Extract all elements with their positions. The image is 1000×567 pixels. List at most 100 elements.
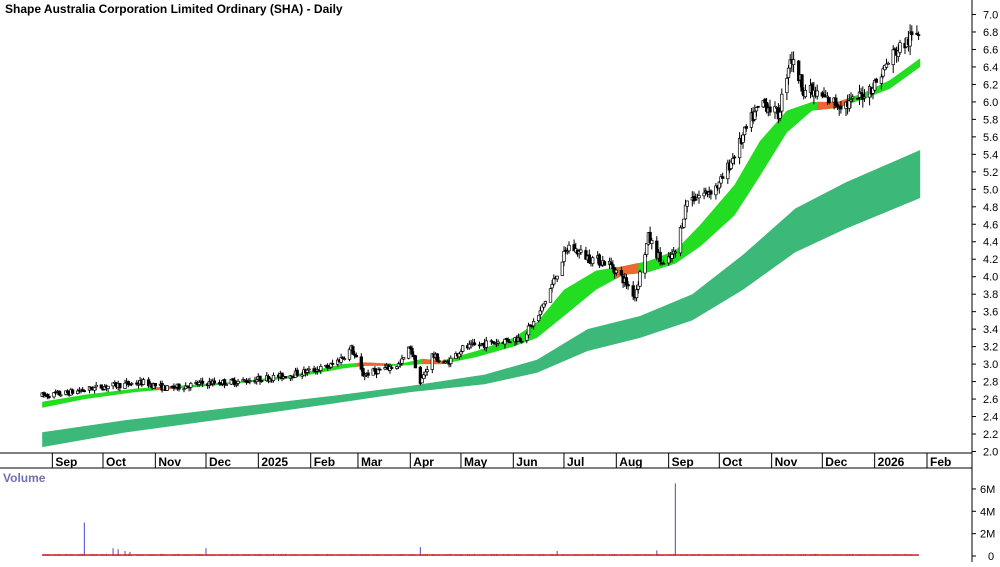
- candle: [339, 353, 343, 365]
- candle-body: [862, 96, 867, 99]
- candle-body: [658, 251, 662, 262]
- price-tick-label: 4.0: [983, 272, 998, 284]
- candle: [459, 348, 463, 358]
- candle: [222, 378, 227, 389]
- candle: [307, 366, 311, 374]
- short-term-ma-downtrend-2: [422, 358, 446, 365]
- volume-tick-label: 6M: [980, 484, 995, 496]
- candle-body: [915, 32, 919, 35]
- candle-body: [182, 388, 186, 391]
- price-axis: 7.0 6.8 6.6 6.4 6.2 6.0 5.8 5.6 5.4 5.2 5.0 4.8 4.6 4…: [972, 10, 998, 459]
- candle: [141, 377, 146, 386]
- candle: [319, 363, 323, 374]
- candle-body: [423, 371, 428, 376]
- volume-tick-label: 4M: [980, 506, 995, 518]
- candle: [200, 377, 205, 388]
- candle-body: [538, 310, 542, 316]
- candle: [614, 269, 618, 276]
- candle-body: [609, 262, 613, 265]
- candle-body: [825, 95, 830, 98]
- date-tick-label: Sep: [672, 455, 694, 469]
- candle-body: [619, 270, 624, 276]
- candle-body: [624, 277, 629, 286]
- volume-tick-label: 2M: [980, 529, 995, 541]
- candle-body: [859, 92, 863, 94]
- candle-body: [449, 357, 453, 364]
- candle-body: [99, 384, 103, 389]
- candle-body: [835, 104, 840, 108]
- candle: [815, 84, 819, 100]
- candle-body: [70, 389, 75, 394]
- candle: [694, 193, 698, 201]
- volume-axis: 6M 4M 2M 0: [972, 484, 995, 563]
- date-tick-label: May: [464, 455, 488, 469]
- candle-body: [307, 368, 311, 371]
- candle-body: [383, 367, 387, 370]
- candle-body: [520, 340, 524, 343]
- candle: [376, 367, 380, 375]
- candle: [768, 99, 772, 116]
- candle-body: [797, 60, 801, 82]
- candle: [118, 382, 122, 392]
- candle-body: [437, 360, 441, 363]
- candle-body: [737, 137, 742, 158]
- candle: [543, 300, 548, 307]
- candle: [260, 380, 264, 383]
- candle-body: [234, 383, 239, 386]
- price-tick-label: 3.2: [983, 342, 998, 354]
- candle-body: [177, 383, 181, 390]
- candle: [732, 155, 737, 165]
- candle: [884, 58, 889, 69]
- candle-body: [378, 368, 382, 371]
- price-tick-label: 6.4: [983, 62, 998, 74]
- date-axis: Sep Oct Nov Dec 2025 Feb Mar Apr May Jun Jul Aug Sep…: [51, 453, 951, 469]
- candle-body: [413, 355, 418, 369]
- candle: [437, 356, 441, 364]
- candle-body: [543, 301, 548, 305]
- price-tick-label: 2.2: [983, 429, 998, 441]
- candle-body: [82, 390, 87, 393]
- date-tick-label: Nov: [158, 455, 181, 469]
- candle: [744, 124, 748, 132]
- price-tick-label: 5.0: [983, 184, 998, 196]
- candle-body: [803, 90, 808, 98]
- candle-body: [258, 375, 262, 382]
- candle-body: [57, 390, 61, 396]
- chart-title: Shape Australia Corporation Limited Ordi…: [5, 2, 343, 16]
- candle-body: [650, 240, 654, 244]
- candle-body: [785, 78, 789, 94]
- candle-body: [165, 385, 169, 391]
- candle-body: [587, 254, 591, 263]
- price-tick-label: 6.6: [983, 44, 998, 56]
- candle-body: [597, 254, 602, 266]
- candle: [236, 379, 240, 387]
- candle-body: [319, 366, 323, 371]
- candle: [378, 367, 382, 371]
- candle-body: [697, 195, 701, 199]
- candle-body: [884, 63, 889, 68]
- candle-body: [791, 59, 796, 66]
- candle-body: [410, 347, 414, 355]
- candle-body: [363, 375, 367, 378]
- candle: [645, 243, 649, 257]
- candle: [785, 74, 789, 101]
- candle: [658, 247, 662, 266]
- candle-body: [550, 284, 554, 289]
- candle-body: [425, 369, 429, 373]
- candle: [212, 377, 217, 386]
- candle-body: [732, 156, 737, 159]
- candle: [685, 200, 689, 213]
- candle-body: [212, 380, 217, 384]
- candle-body: [891, 49, 895, 65]
- candle: [354, 352, 358, 358]
- candle-body: [634, 289, 639, 299]
- date-tick-label: Feb: [930, 455, 951, 469]
- candle: [172, 383, 176, 391]
- candle-body: [780, 93, 784, 112]
- candle: [472, 338, 477, 346]
- candle: [879, 73, 884, 90]
- candle-body: [141, 379, 146, 385]
- candle: [579, 245, 583, 255]
- candle-body: [283, 376, 288, 379]
